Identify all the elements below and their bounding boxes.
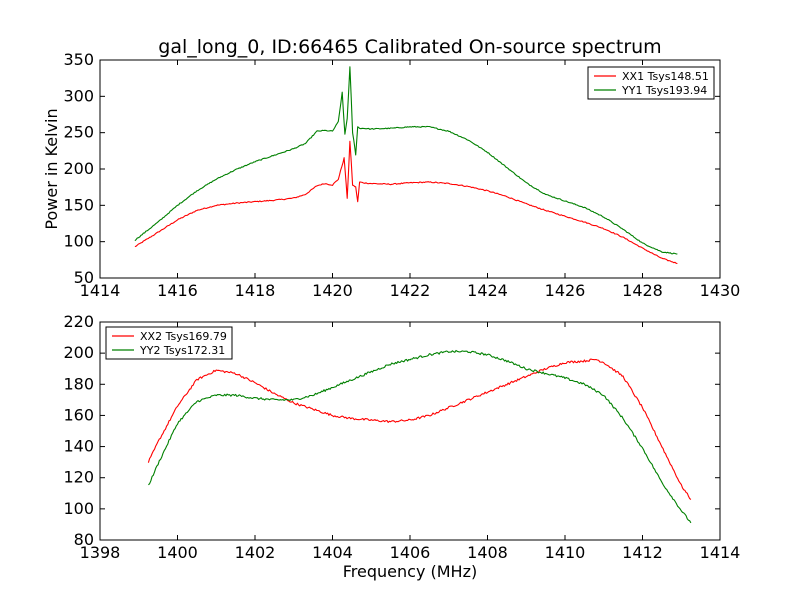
series-line-0-0: [134, 140, 678, 265]
y-tick-label: 200: [63, 159, 94, 178]
axes-top: Power in Kelvin 1414 1416 1418 1420 1422 1424…: [42, 50, 740, 300]
x-tick-label: 1406: [390, 543, 431, 562]
x-tick-label: 1414: [700, 543, 741, 562]
series-line-1-0: [147, 358, 692, 500]
x-tick-label: 1428: [622, 281, 663, 300]
y-tick-label: 160: [63, 405, 94, 424]
x-tick-label: 1424: [467, 281, 508, 300]
chart-title: gal_long_0, ID:66465 Calibrated On-sourc…: [158, 36, 661, 58]
y-tick-label: 250: [63, 123, 94, 142]
y-tick-label: 300: [63, 86, 94, 105]
x-tick-label: 1422: [390, 281, 431, 300]
x-tick-label: 1410: [545, 543, 586, 562]
x-tick-label: 1404: [312, 543, 353, 562]
y-tick-label: 100: [63, 499, 94, 518]
x-tick-label: 1412: [622, 543, 663, 562]
y-tick-label: 120: [63, 468, 94, 487]
y-tick-label: 350: [63, 50, 94, 69]
y-tick-label: 100: [63, 232, 94, 251]
axes-bottom: Frequency (MHz) 1398 1400 1402 1404 1406 1408…: [63, 312, 740, 581]
y-tick-label: 220: [63, 312, 94, 331]
y-tick-label: 200: [63, 343, 94, 362]
legend-box: [587, 66, 715, 100]
x-tick-label: 1420: [312, 281, 353, 300]
x-tick-label: 1430: [700, 281, 741, 300]
x-tick-label: 1414: [80, 281, 121, 300]
legend-label: XX2 Tsys169.79: [140, 330, 227, 343]
series-line-1-1: [148, 349, 692, 524]
x-tick-label: 1402: [235, 543, 276, 562]
y-tick-label: 50: [74, 268, 94, 287]
x-tick-label: 1408: [467, 543, 508, 562]
y-axis-label-top: Power in Kelvin: [42, 108, 61, 229]
y-tick-label: 180: [63, 374, 94, 393]
x-tick-label: 1400: [157, 543, 198, 562]
x-tick-label: 1418: [235, 281, 276, 300]
legend-label: YY1 Tsys193.94: [621, 84, 707, 97]
y-tick-label: 80: [74, 530, 94, 549]
series-line-0-1: [134, 66, 678, 255]
legend-box: [105, 326, 233, 360]
x-tick-label: 1398: [80, 543, 121, 562]
x-axis-label-bottom: Frequency (MHz): [343, 562, 477, 581]
legend-label: YY2 Tsys172.31: [139, 344, 225, 357]
legend-label: XX1 Tsys148.51: [622, 70, 709, 83]
y-tick-label: 150: [63, 195, 94, 214]
y-tick-label: 140: [63, 437, 94, 456]
x-tick-label: 1426: [545, 281, 586, 300]
x-tick-label: 1416: [157, 281, 198, 300]
